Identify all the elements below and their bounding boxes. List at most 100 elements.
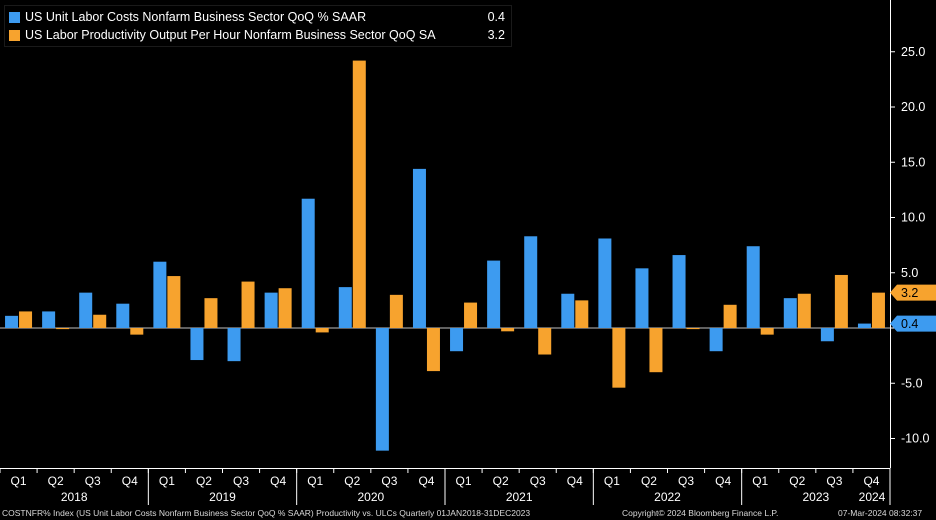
x-tick-label: Q1	[456, 474, 472, 488]
x-tick-label: Q2	[789, 474, 805, 488]
bar-unit-labor-costs	[524, 236, 538, 328]
bar-unit-labor-costs	[783, 298, 797, 328]
bar-productivity	[612, 328, 626, 388]
year-label: 2022	[654, 490, 681, 504]
bar-productivity	[130, 328, 144, 335]
footer-copyright: Copyright© 2024 Bloomberg Finance L.P.	[622, 508, 779, 518]
last-value-marker-productivity	[890, 284, 936, 301]
y-tick-label: 25.0	[901, 45, 925, 59]
y-tick-label: -5.0	[901, 376, 923, 390]
x-tick-label: Q1	[307, 474, 323, 488]
year-label: 2019	[209, 490, 236, 504]
year-label: 2024	[859, 490, 886, 504]
bar-unit-labor-costs	[820, 328, 834, 342]
bar-unit-labor-costs	[42, 311, 56, 328]
bar-productivity	[56, 328, 70, 330]
x-tick-label: Q4	[567, 474, 583, 488]
x-tick-label: Q4	[122, 474, 138, 488]
bar-unit-labor-costs	[561, 293, 575, 328]
bar-unit-labor-costs	[375, 328, 389, 451]
y-tick-label: 10.0	[901, 211, 925, 225]
bar-unit-labor-costs	[301, 198, 315, 328]
legend: US Unit Labor Costs Nonfarm Business Sec…	[4, 5, 512, 47]
bar-unit-labor-costs	[450, 328, 464, 352]
bar-productivity	[871, 292, 885, 328]
bar-productivity	[686, 328, 700, 330]
x-tick-label: Q3	[381, 474, 397, 488]
bar-productivity	[464, 302, 478, 328]
year-label: 2018	[61, 490, 88, 504]
footer: COSTNFR% Index (US Unit Labor Costs Nonf…	[0, 506, 936, 520]
bar-unit-labor-costs	[338, 287, 352, 328]
x-tick-label: Q4	[418, 474, 434, 488]
x-tick-label: Q3	[826, 474, 842, 488]
x-tick-label: Q3	[85, 474, 101, 488]
legend-value-unit-labor-costs: 0.4	[487, 10, 505, 24]
bar-productivity	[93, 314, 107, 328]
last-value-marker-unit-labor-costs	[890, 315, 936, 332]
bar-unit-labor-costs	[153, 261, 167, 328]
last-value-label-productivity: 3.2	[901, 286, 918, 300]
bar-productivity	[241, 281, 255, 328]
legend-value-productivity: 3.2	[487, 28, 505, 42]
bar-productivity	[167, 276, 181, 328]
bar-productivity	[649, 328, 663, 373]
bar-productivity	[389, 294, 403, 328]
bar-productivity	[204, 298, 218, 328]
bar-unit-labor-costs	[635, 268, 649, 328]
x-tick-label: Q2	[344, 474, 360, 488]
bar-productivity	[834, 274, 848, 328]
year-label: 2021	[506, 490, 533, 504]
x-tick-label: Q2	[196, 474, 212, 488]
x-tick-label: Q2	[641, 474, 657, 488]
x-tick-label: Q4	[863, 474, 879, 488]
bar-unit-labor-costs	[598, 238, 612, 328]
bar-productivity	[19, 311, 33, 328]
x-tick-label: Q3	[530, 474, 546, 488]
legend-swatch-blue	[9, 11, 20, 23]
y-tick-label: 20.0	[901, 100, 925, 114]
bar-productivity	[538, 328, 552, 355]
bar-productivity	[501, 328, 515, 332]
legend-label-unit-labor-costs: US Unit Labor Costs Nonfarm Business Sec…	[25, 10, 367, 24]
y-tick-label: -10.0	[901, 432, 930, 446]
legend-swatch-orange	[9, 29, 20, 41]
y-tick-label: 5.0	[901, 266, 918, 280]
x-tick-label: Q4	[715, 474, 731, 488]
footer-timestamp: 07-Mar-2024 08:32:37	[838, 508, 923, 518]
bar-unit-labor-costs	[857, 323, 871, 328]
x-tick-label: Q1	[159, 474, 175, 488]
x-tick-label: Q1	[604, 474, 620, 488]
bar-productivity	[315, 328, 329, 333]
bar-unit-labor-costs	[190, 328, 204, 361]
bar-unit-labor-costs	[672, 255, 686, 328]
bar-unit-labor-costs	[116, 303, 130, 328]
bar-unit-labor-costs	[79, 292, 93, 328]
bar-unit-labor-costs	[264, 292, 278, 328]
x-tick-label: Q4	[270, 474, 286, 488]
legend-label-productivity: US Labor Productivity Output Per Hour No…	[25, 28, 436, 42]
x-tick-label: Q2	[493, 474, 509, 488]
bar-productivity	[426, 328, 440, 372]
bar-productivity	[760, 328, 774, 335]
bar-unit-labor-costs	[412, 168, 426, 328]
bar-unit-labor-costs	[5, 315, 19, 328]
x-tick-label: Q1	[11, 474, 27, 488]
last-value-label-unit-labor-costs: 0.4	[901, 317, 918, 331]
legend-entry-productivity: US Labor Productivity Output Per Hour No…	[9, 26, 505, 44]
year-label: 2020	[357, 490, 384, 504]
legend-entry-unit-labor-costs: US Unit Labor Costs Nonfarm Business Sec…	[9, 8, 505, 26]
x-tick-label: Q1	[752, 474, 768, 488]
bar-productivity	[575, 300, 589, 328]
year-label: 2023	[802, 490, 829, 504]
x-tick-label: Q3	[678, 474, 694, 488]
bar-productivity	[723, 304, 737, 328]
x-tick-label: Q2	[48, 474, 64, 488]
bar-unit-labor-costs	[709, 328, 723, 352]
bar-productivity	[797, 293, 811, 328]
bar-unit-labor-costs	[746, 246, 760, 328]
bar-productivity	[352, 60, 366, 329]
x-tick-label: Q3	[233, 474, 249, 488]
